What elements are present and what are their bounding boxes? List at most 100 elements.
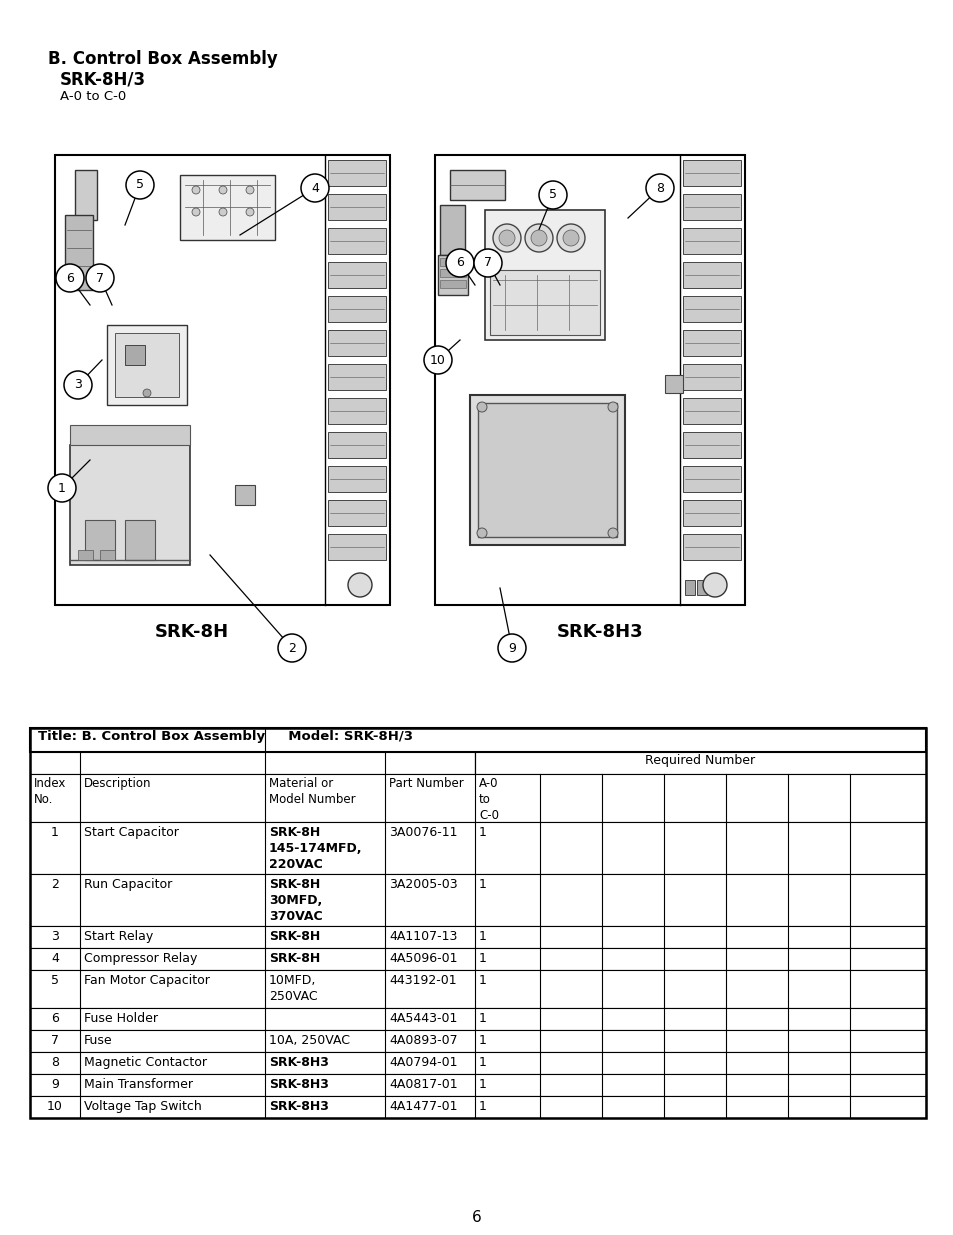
Circle shape [192,186,200,194]
Bar [234,485,254,505]
Bar [30,948,925,969]
Text: SRK-8H: SRK-8H [154,622,229,641]
Bar [682,534,740,559]
Text: 1: 1 [478,974,486,987]
Text: 4A0794-01: 4A0794-01 [389,1056,457,1070]
Bar [125,345,145,366]
Text: 1: 1 [478,1100,486,1113]
Text: 3A0076-11: 3A0076-11 [389,826,457,839]
Text: SRK-8H: SRK-8H [269,952,320,965]
Text: Title: B. Control Box Assembly     Model: SRK-8H/3: Title: B. Control Box Assembly Model: SR… [38,730,413,743]
Circle shape [277,634,306,662]
Bar [682,500,740,526]
Text: SRK-8H3: SRK-8H3 [269,1100,329,1113]
Text: B. Control Box Assembly: B. Control Box Assembly [48,49,277,68]
Text: 1: 1 [478,952,486,965]
Text: Start Capacitor: Start Capacitor [84,826,179,839]
Bar [328,330,386,356]
Text: Main Transformer: Main Transformer [84,1078,193,1091]
Circle shape [423,346,452,374]
Circle shape [645,174,673,203]
Text: 7: 7 [96,272,104,284]
Bar [682,262,740,288]
Text: 9: 9 [51,1078,59,1091]
Bar [328,296,386,322]
Circle shape [64,370,91,399]
Text: 5: 5 [548,189,557,201]
Bar [477,403,617,537]
Bar [30,727,925,752]
Bar [439,205,464,254]
Text: 1: 1 [478,930,486,944]
Bar [328,398,386,424]
Circle shape [607,529,618,538]
Text: Required Number: Required Number [645,755,755,767]
Text: 7: 7 [51,1034,59,1047]
Circle shape [143,389,151,396]
Text: 4A0893-07: 4A0893-07 [389,1034,457,1047]
Text: Index
No.: Index No. [34,777,67,806]
Text: 10: 10 [430,353,445,367]
Bar [30,969,925,1008]
Bar [55,156,390,605]
Bar [328,432,386,458]
Bar [65,215,92,290]
Bar [85,520,115,559]
Text: Start Relay: Start Relay [84,930,153,944]
Text: 4: 4 [311,182,318,194]
Text: 3: 3 [74,378,82,391]
Bar [75,170,97,220]
Bar [107,325,187,405]
Bar [684,580,695,595]
Text: 1: 1 [478,1056,486,1070]
Text: SRK-8H
145-174MFD,
220VAC: SRK-8H 145-174MFD, 220VAC [269,826,362,871]
Text: 1: 1 [51,826,59,839]
Bar [682,364,740,390]
Text: 1: 1 [478,1011,486,1025]
Circle shape [538,182,566,209]
Bar [439,269,465,277]
Bar [470,395,624,545]
Bar [328,228,386,254]
Bar [100,550,115,559]
Bar [328,500,386,526]
Circle shape [702,573,726,597]
Bar [30,774,925,823]
Text: 1: 1 [58,482,66,494]
Bar [115,333,179,396]
Bar [682,398,740,424]
Bar [70,425,190,445]
Text: Fuse: Fuse [84,1034,112,1047]
Text: 443192-01: 443192-01 [389,974,456,987]
Text: 1: 1 [478,1034,486,1047]
Text: 6: 6 [51,1011,59,1025]
Text: 3A2005-03: 3A2005-03 [389,878,457,890]
Text: A-0
to
C-0: A-0 to C-0 [478,777,498,823]
Text: SRK-8H/3: SRK-8H/3 [60,70,146,88]
Text: SRK-8H3: SRK-8H3 [269,1078,329,1091]
Bar [682,432,740,458]
Circle shape [562,230,578,246]
Bar [682,466,740,492]
Text: 6: 6 [472,1210,481,1225]
Bar [682,296,740,322]
Text: 4: 4 [51,952,59,965]
Circle shape [126,170,153,199]
Bar [70,445,190,564]
Text: Fan Motor Capacitor: Fan Motor Capacitor [84,974,210,987]
Text: 1: 1 [478,1078,486,1091]
Circle shape [497,634,525,662]
Circle shape [476,403,486,412]
Text: 5: 5 [136,179,144,191]
Circle shape [86,264,113,291]
Bar [328,534,386,559]
Text: SRK-8H3: SRK-8H3 [557,622,642,641]
Circle shape [474,249,501,277]
Circle shape [557,224,584,252]
Text: 7: 7 [483,257,492,269]
Text: 9: 9 [508,641,516,655]
Text: 4A5443-01: 4A5443-01 [389,1011,456,1025]
Circle shape [246,207,253,216]
Circle shape [219,186,227,194]
Text: Compressor Relay: Compressor Relay [84,952,197,965]
